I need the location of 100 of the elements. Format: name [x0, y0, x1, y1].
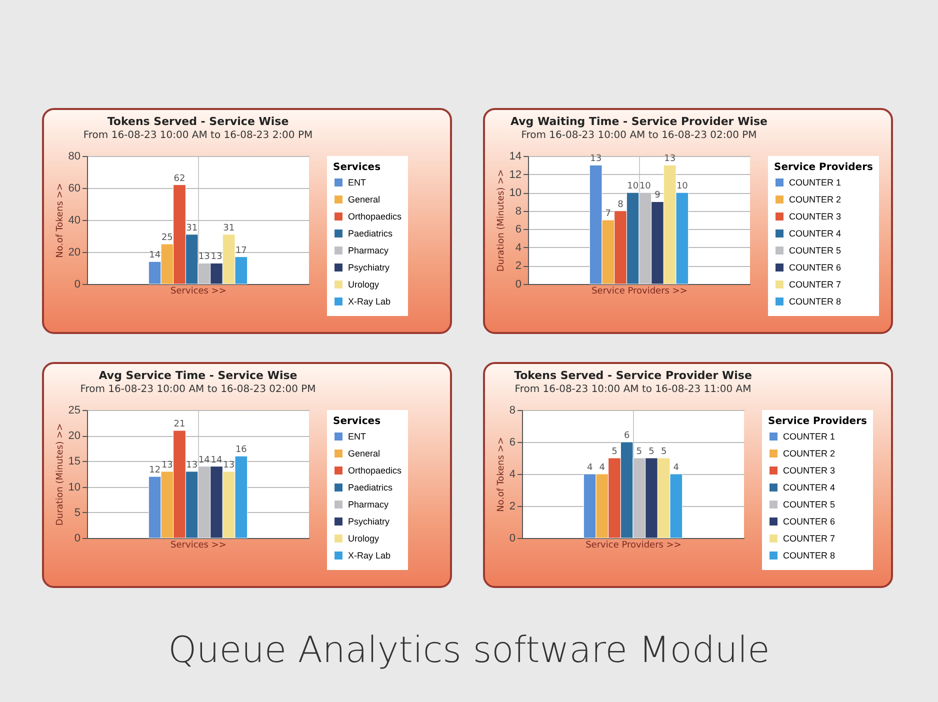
- data-label: 7: [605, 209, 612, 219]
- legend-label: ENT: [348, 178, 366, 188]
- legend-label: COUNTER 3: [783, 466, 836, 476]
- y-tick-label: 6: [509, 436, 516, 448]
- data-label: 17: [235, 246, 247, 256]
- y-tick-label: 4: [515, 242, 522, 254]
- data-label: 4: [673, 463, 680, 473]
- data-label: 5: [636, 447, 642, 457]
- data-label: 12: [149, 466, 161, 476]
- legend-label: General: [348, 448, 380, 458]
- data-label: 5: [612, 447, 618, 457]
- legend-label: X-Ray Lab: [348, 296, 391, 306]
- legend-label: COUNTER 6: [783, 516, 836, 526]
- legend-label: COUNTER 2: [783, 448, 836, 458]
- legend-label: COUNTER 5: [789, 246, 842, 256]
- y-tick-label: 60: [68, 182, 80, 194]
- legend-title: Service Providers: [774, 162, 874, 173]
- chart-subtitle: From 16-08-23 10:00 AM to 16-08-23 02:00 PM: [80, 384, 316, 395]
- data-label: 8: [618, 200, 624, 210]
- data-label: 4: [586, 463, 593, 473]
- data-label: 5: [648, 447, 654, 457]
- data-label: 14: [149, 250, 161, 261]
- legend-label: COUNTER 3: [789, 212, 842, 222]
- legend-label: Psychiatry: [348, 516, 390, 526]
- legend-label: COUNTER 4: [783, 482, 836, 492]
- y-axis-title: No.of Tokens >>: [55, 183, 66, 258]
- data-label: 31: [223, 223, 235, 234]
- y-tick-label: 0: [74, 532, 80, 544]
- data-label: 31: [186, 223, 198, 234]
- y-tick-label: 14: [509, 150, 522, 162]
- y-axis-title: Duration (Minutes) >>: [496, 169, 506, 272]
- legend-label: Urology: [348, 280, 380, 290]
- chart-subtitle: From 16-08-23 10:00 AM to 16-08-23 2:00 PM: [83, 130, 313, 141]
- legend-label: Pharmacy: [348, 500, 390, 510]
- chart-title: Tokens Served - Service Provider Wise: [514, 369, 752, 382]
- x-axis-title: Services >>: [170, 540, 226, 550]
- data-label: 21: [174, 419, 186, 430]
- y-axis-title: Duration (Minutes) >>: [55, 423, 66, 526]
- y-tick-label: 12: [509, 168, 522, 181]
- y-tick-label: 20: [68, 246, 80, 258]
- legend-label: COUNTER 5: [783, 500, 836, 510]
- y-tick-label: 6: [515, 224, 522, 236]
- y-tick-label: 40: [68, 214, 80, 226]
- legend-title: Service Providers: [768, 416, 868, 427]
- legend-label: COUNTER 8: [789, 296, 842, 306]
- y-tick-label: 8: [515, 205, 522, 218]
- text: Queue Analytics software Module: [167, 630, 771, 671]
- y-tick-label: 5: [74, 506, 80, 519]
- legend-label: Pharmacy: [348, 246, 390, 256]
- data-label: 14: [198, 455, 210, 466]
- chart-title: Tokens Served - Service Wise: [107, 115, 289, 128]
- legend-label: COUNTER 2: [789, 194, 842, 204]
- chart-title: Avg Waiting Time - Service Provider Wise: [510, 115, 768, 128]
- y-tick-label: 0: [74, 278, 80, 290]
- y-tick-label: 15: [68, 456, 80, 468]
- chart-title: Avg Service Time - Service Wise: [98, 369, 298, 382]
- y-tick-label: 10: [68, 481, 80, 494]
- y-tick-label: 8: [509, 404, 516, 416]
- x-axis-title: Services >>: [170, 286, 226, 296]
- legend-label: General: [348, 194, 380, 204]
- y-tick-label: 0: [515, 278, 522, 290]
- legend-label: ENT: [348, 432, 366, 442]
- chart-subtitle: From 16-08-23 10:00 AM to 16-08-23 11:00 AM: [514, 384, 752, 395]
- legend-label: COUNTER 4: [789, 228, 842, 238]
- y-tick-label: 80: [68, 150, 80, 162]
- data-label: 4: [599, 463, 606, 473]
- x-axis-title: Service Providers >>: [592, 286, 688, 296]
- legend-label: COUNTER 6: [789, 262, 842, 272]
- y-axis-title: No.of Tokens >>: [496, 437, 506, 512]
- data-label: 13: [161, 460, 173, 470]
- y-tick-label: 0: [509, 532, 516, 544]
- legend-label: COUNTER 1: [783, 432, 836, 442]
- data-label: 13: [210, 252, 222, 262]
- y-tick-label: 25: [68, 404, 80, 416]
- legend-label: Orthopaedics: [348, 212, 402, 222]
- data-label: 13: [590, 154, 602, 164]
- y-tick-label: 20: [68, 430, 80, 442]
- legend-label: COUNTER 7: [789, 280, 842, 290]
- legend-label: Psychiatry: [348, 262, 390, 272]
- data-label: 16: [235, 445, 248, 456]
- legend-label: COUNTER 8: [783, 550, 836, 560]
- legend-title: Services: [333, 416, 381, 427]
- legend-label: Orthopaedics: [348, 466, 402, 476]
- data-label: 10: [676, 182, 688, 192]
- y-tick-label: 4: [509, 468, 516, 480]
- chart-subtitle: From 16-08-23 10:00 AM to 16-08-23 02:00 PM: [521, 130, 757, 141]
- data-label: 13: [664, 154, 676, 164]
- x-axis-title: Service Providers >>: [586, 540, 682, 550]
- data-label: 13: [186, 460, 198, 470]
- data-label: 25: [161, 233, 173, 243]
- legend-title: Services: [333, 162, 381, 173]
- legend-label: COUNTER 1: [789, 178, 842, 188]
- data-label: 62: [174, 174, 186, 184]
- legend-label: Paediatrics: [348, 482, 394, 492]
- y-tick-label: 2: [509, 500, 516, 512]
- data-label: 10: [639, 182, 652, 192]
- data-label: 10: [627, 182, 639, 192]
- y-tick-label: 2: [515, 260, 522, 272]
- data-label: 5: [660, 447, 667, 457]
- legend-label: Urology: [348, 534, 380, 544]
